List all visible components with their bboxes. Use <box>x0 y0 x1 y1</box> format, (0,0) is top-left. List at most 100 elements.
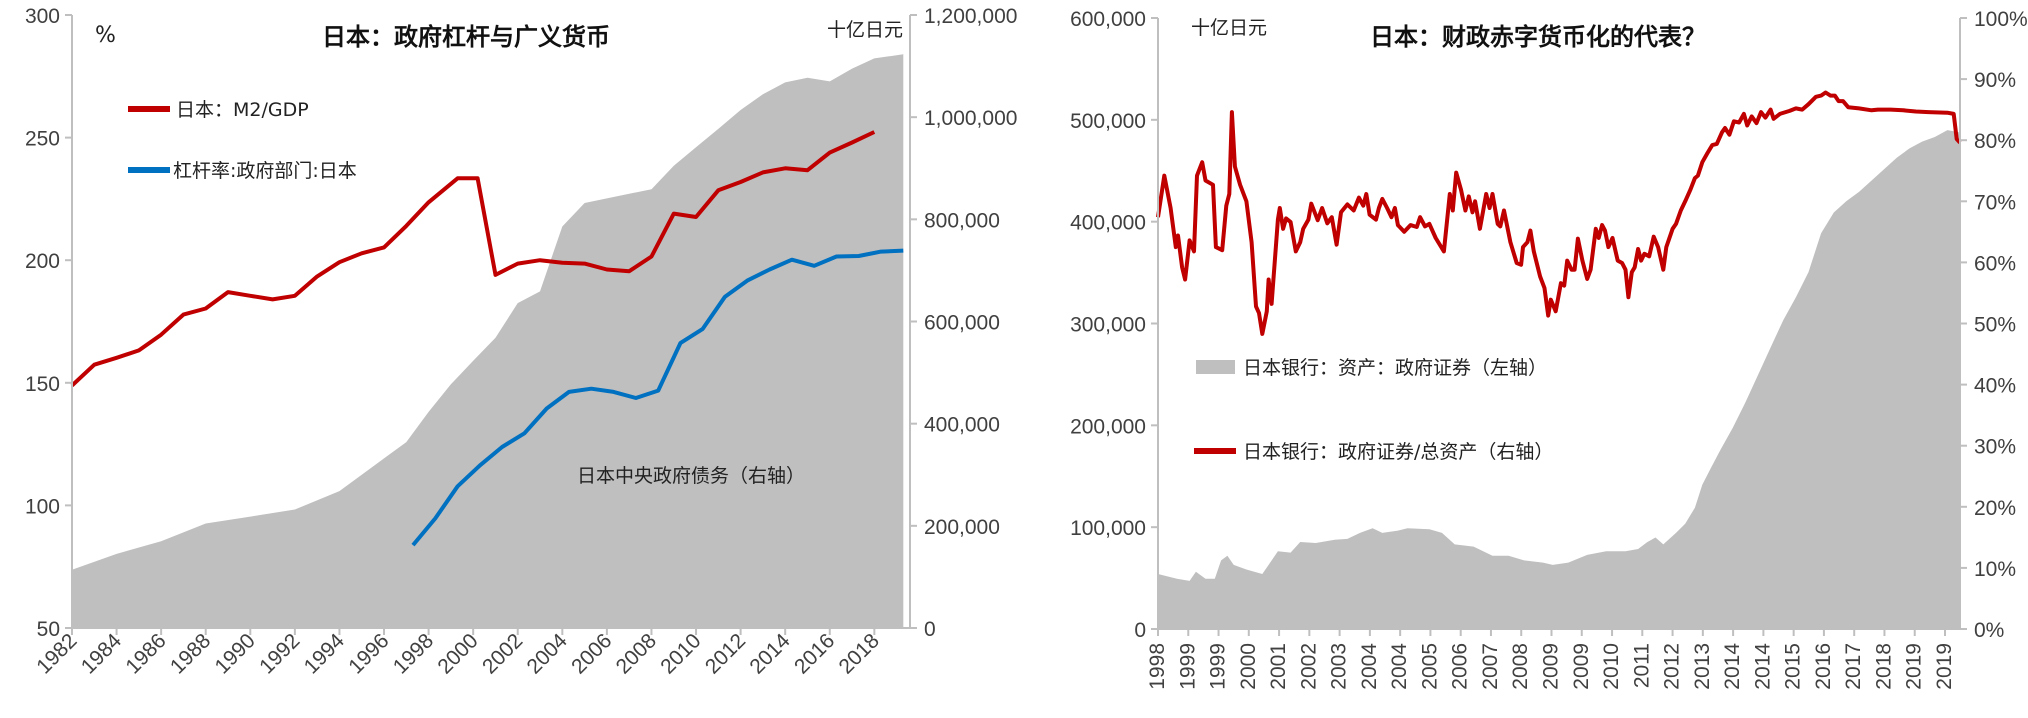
x-tick-label: 2013 <box>1691 643 1714 690</box>
line-layer <box>70 130 904 547</box>
right-y-tick-label: 400,000 <box>924 414 1000 437</box>
chart-title: 日本：政府杠杆与广义货币 <box>322 23 610 51</box>
left-y-tick-label: 600,000 <box>1070 8 1146 31</box>
left-y-tick-label: 200,000 <box>1070 415 1146 438</box>
x-tick-label: 2002 <box>1297 643 1320 690</box>
x-tick-label: 2003 <box>1328 643 1351 690</box>
x-tick-label: 2014 <box>1751 643 1774 690</box>
left-y-tick-label: 50 <box>37 618 60 641</box>
left-y-tick-label: 0 <box>1134 619 1146 642</box>
right-y-tick-label: 0 <box>924 618 936 641</box>
right-y-tick-label: 80% <box>1974 130 2016 153</box>
x-tick-label: 2019 <box>1903 643 1926 690</box>
legend-label-boj-gov-securities: 日本银行：资产：政府证券（左轴） <box>1243 357 1547 379</box>
x-tick-label: 1996 <box>344 629 393 678</box>
left-y-tick-label: 100 <box>25 495 60 518</box>
x-tick-label: 1994 <box>300 629 350 679</box>
left-y-tick-label: 300,000 <box>1070 314 1146 337</box>
right-y-tick-label: 800,000 <box>924 209 1000 232</box>
right-y-tick-label: 70% <box>1974 191 2016 214</box>
x-tick-label: 2012 <box>701 629 750 678</box>
x-tick-label: 2018 <box>1872 643 1895 690</box>
left-y-tick-label: 150 <box>25 373 60 396</box>
left-y-tick-label: 300 <box>25 5 60 28</box>
right-y-tick-label: 1,000,000 <box>924 107 1017 130</box>
legend-label-gov-leverage: 杠杆率:政府部门:日本 <box>173 160 357 182</box>
x-tick-label: 2004 <box>1388 643 1411 690</box>
left-y-tick-label: 400,000 <box>1070 212 1146 235</box>
legend-label-m2-gdp: 日本：M2/GDP <box>176 99 309 121</box>
left-y-tick-label: 100,000 <box>1070 517 1146 540</box>
chart-boj-monetization: 600,000 500,000 400,000 300,000 200,000 100,0… <box>1070 8 2028 690</box>
x-tick-label: 2002 <box>478 629 527 678</box>
right-axis-unit: 十亿日元 <box>827 19 903 41</box>
x-tick-label: 1999 <box>1207 643 1230 690</box>
right-y-tick-label: 20% <box>1974 497 2016 520</box>
right-y-tick-label: 0% <box>1974 619 2004 642</box>
x-tick-label: 2016 <box>790 629 839 678</box>
x-tick-label: 2009 <box>1540 643 1563 690</box>
x-tick-label: 2006 <box>567 629 616 678</box>
x-tick-label: 2018 <box>835 629 884 678</box>
right-y-tick-label: 40% <box>1974 375 2016 398</box>
x-tick-label: 2015 <box>1782 643 1805 690</box>
x-tick-label: 2001 <box>1267 643 1290 690</box>
x-tick-label: 2010 <box>656 629 705 678</box>
x-tick-label: 2014 <box>1721 643 1744 690</box>
left-axis-unit: % <box>95 23 116 48</box>
x-tick-label: 1999 <box>1176 643 1199 690</box>
right-y-tick-label: 60% <box>1974 252 2016 275</box>
x-tick-label: 2014 <box>745 629 795 679</box>
axes-layer: 600,000 500,000 400,000 300,000 200,000 100,0… <box>1070 8 2028 690</box>
area-layer <box>72 54 904 629</box>
chart-title: 日本：财政赤字货币化的代表？ <box>1370 23 1706 51</box>
right-y-tick-label: 10% <box>1974 558 2016 581</box>
right-y-tick-label: 200,000 <box>924 516 1000 539</box>
x-tick-label: 2004 <box>523 629 573 679</box>
x-tick-label: 1992 <box>255 629 304 678</box>
x-tick-label: 2008 <box>1509 643 1532 690</box>
left-y-tick-label: 250 <box>25 128 60 151</box>
x-tick-label: 2016 <box>1812 643 1835 690</box>
x-tick-label: 2009 <box>1570 643 1593 690</box>
legend-label-boj-share: 日本银行：政府证券/总资产（右轴） <box>1243 441 1553 463</box>
x-tick-label: 1984 <box>77 629 127 679</box>
x-tick-label: 1990 <box>211 629 260 678</box>
x-tick-label: 2000 <box>433 629 482 678</box>
x-tick-label: 2012 <box>1661 643 1684 690</box>
x-tick-label: 1988 <box>166 629 215 678</box>
left-y-tick-label: 200 <box>25 250 60 273</box>
line-series-1 <box>1156 90 1962 336</box>
chart-government-leverage-m2: 300 250 200 150 100 50 1,200,000 1,000,000 800,0… <box>25 5 1017 679</box>
x-tick-label: 1998 <box>1146 643 1169 690</box>
x-tick-label: 2008 <box>612 629 661 678</box>
left-axis-unit: 十亿日元 <box>1191 17 1267 39</box>
right-y-tick-label: 1,200,000 <box>924 5 1017 28</box>
x-tick-label: 2010 <box>1600 643 1623 690</box>
x-tick-label: 2004 <box>1358 643 1381 690</box>
x-tick-label: 1986 <box>121 629 170 678</box>
area-layer <box>1158 130 1960 629</box>
annotation-central-gov-debt: 日本中央政府债务（右轴） <box>577 465 805 487</box>
line-layer <box>1156 90 1962 336</box>
x-tick-label: 2011 <box>1630 643 1653 688</box>
x-tick-label: 1998 <box>389 629 438 678</box>
x-tick-label: 2007 <box>1479 643 1502 690</box>
area-series-0 <box>1158 130 1960 629</box>
line-series-0 <box>70 130 876 387</box>
left-y-tick-label: 500,000 <box>1070 110 1146 133</box>
x-tick-label: 2000 <box>1237 643 1260 690</box>
x-tick-label: 2006 <box>1449 643 1472 690</box>
right-y-tick-label: 90% <box>1974 69 2016 92</box>
x-tick-label: 2017 <box>1842 643 1865 690</box>
x-tick-label: 2019 <box>1933 643 1956 690</box>
right-y-tick-label: 600,000 <box>924 312 1000 335</box>
right-y-tick-label: 30% <box>1974 436 2016 459</box>
x-tick-label: 2005 <box>1418 643 1441 690</box>
legend-swatch-boj-gov-securities <box>1196 360 1235 374</box>
line-series-1 <box>411 248 904 547</box>
right-y-tick-label: 100% <box>1974 8 2028 31</box>
area-series-2 <box>72 54 904 629</box>
right-y-tick-label: 50% <box>1974 314 2016 337</box>
